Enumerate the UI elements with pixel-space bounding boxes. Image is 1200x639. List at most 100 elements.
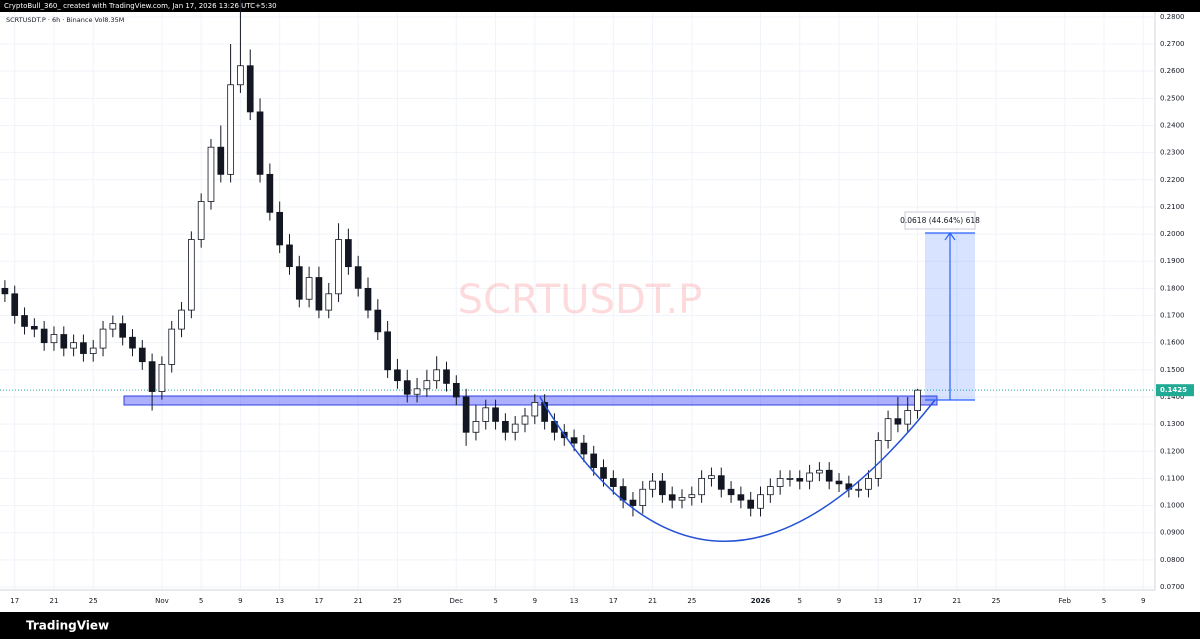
- x-tick-label: 13: [874, 597, 883, 605]
- candle-body: [894, 418, 902, 425]
- candle-body: [207, 146, 215, 202]
- candle-body: [629, 499, 637, 506]
- candle-body: [109, 323, 117, 330]
- support-band: [123, 395, 938, 406]
- candle-body: [178, 309, 185, 330]
- y-tick-label: 0.2500: [1160, 94, 1185, 102]
- y-tick-label: 0.2400: [1160, 121, 1185, 129]
- x-tick-label: 13: [570, 597, 579, 605]
- y-tick-label: 0.2600: [1160, 67, 1185, 75]
- candle-body: [158, 363, 166, 392]
- candle-body: [472, 421, 480, 433]
- candle-body: [717, 475, 725, 490]
- candle-body: [727, 488, 735, 496]
- candle-body: [266, 173, 274, 213]
- x-tick-label: 5: [493, 597, 497, 605]
- y-tick-label: 0.1700: [1160, 312, 1185, 320]
- candle-body: [197, 201, 205, 240]
- candle-body: [129, 336, 136, 349]
- candle-body: [433, 369, 441, 382]
- x-tick-label: 17: [314, 597, 323, 605]
- candle-body: [227, 84, 234, 175]
- x-tick-label: 21: [354, 597, 363, 605]
- candle-body: [874, 440, 882, 479]
- y-tick-label: 0.0800: [1160, 556, 1185, 564]
- x-tick-label: 17: [913, 597, 922, 605]
- y-tick-label: 0.1800: [1160, 284, 1185, 292]
- y-tick-label: 0.1100: [1160, 474, 1185, 482]
- candle-body: [462, 396, 470, 433]
- candle-body: [99, 328, 107, 349]
- candle-body: [89, 347, 97, 354]
- candle-body: [276, 211, 284, 246]
- x-tick-label: 25: [89, 597, 98, 605]
- candle-body: [374, 309, 382, 333]
- candle-body: [668, 494, 676, 501]
- candle-body: [11, 293, 19, 316]
- candle-body: [600, 467, 607, 479]
- y-tick-label: 0.2300: [1160, 149, 1185, 157]
- candle-body: [384, 331, 391, 371]
- x-tick-label: 25: [992, 597, 1001, 605]
- candle-body: [286, 244, 293, 268]
- x-tick-label: 13: [275, 597, 284, 605]
- candle-body: [60, 334, 68, 349]
- watermark: SCRTUSDT.P: [458, 277, 703, 323]
- x-tick-label: Dec: [450, 597, 464, 605]
- x-tick-label: 9: [837, 597, 841, 605]
- y-tick-label: 0.1400: [1160, 393, 1185, 401]
- candle-body: [452, 382, 460, 398]
- candle-body: [119, 323, 127, 338]
- candle-body: [148, 361, 156, 392]
- candle-body: [747, 499, 755, 509]
- x-tick-label: 25: [393, 597, 402, 605]
- x-tick-label: 21: [50, 597, 59, 605]
- candle-body: [315, 277, 323, 311]
- candle-body: [354, 266, 362, 289]
- x-tick-label: 5: [1102, 597, 1106, 605]
- candle-body: [511, 423, 519, 433]
- x-tick-label: 5: [798, 597, 802, 605]
- candle-body: [256, 111, 264, 175]
- candle-body: [757, 494, 764, 509]
- candle-body: [21, 315, 28, 327]
- candle-body: [80, 342, 87, 354]
- measure-label: 0.0618 (44.64%) 618: [900, 216, 980, 225]
- candle-body: [698, 478, 705, 496]
- candle-body: [708, 475, 715, 479]
- candle-body: [295, 266, 303, 300]
- y-tick-label: 0.2100: [1160, 203, 1185, 211]
- candle-body: [884, 418, 892, 441]
- candle-body: [246, 65, 254, 113]
- measure-label-box: [904, 211, 976, 230]
- candle-body: [639, 488, 647, 506]
- candle-body: [482, 407, 490, 422]
- candle-body: [335, 239, 342, 295]
- y-tick-label: 0.1000: [1160, 502, 1185, 510]
- candle-body: [865, 478, 872, 490]
- x-tick-label: 2026: [751, 597, 771, 605]
- y-tick-label: 0.0700: [1160, 583, 1185, 591]
- x-tick-label: 17: [609, 597, 618, 605]
- candle-body: [541, 402, 548, 422]
- candle-body: [766, 486, 774, 496]
- y-tick-label: 0.2800: [1160, 13, 1185, 21]
- candle-body: [345, 239, 352, 268]
- candle-body: [325, 293, 333, 311]
- candle-body: [138, 347, 146, 363]
- candle-body: [796, 478, 804, 482]
- candle-body: [776, 478, 784, 487]
- candle-body: [305, 277, 313, 300]
- candle-body: [659, 480, 666, 496]
- candle-body: [737, 494, 745, 501]
- x-tick-label: Feb: [1059, 597, 1072, 605]
- measure-arrowhead: [944, 231, 956, 241]
- candle-body: [413, 388, 421, 395]
- candle-body: [217, 146, 225, 175]
- candle-body: [786, 478, 794, 480]
- y-tick-label: 0.2000: [1160, 230, 1185, 238]
- candle-body: [188, 239, 195, 311]
- footer-logo: TradingView: [26, 619, 109, 633]
- last-price-label: 0.1425: [1160, 386, 1187, 394]
- candle-body: [502, 421, 509, 433]
